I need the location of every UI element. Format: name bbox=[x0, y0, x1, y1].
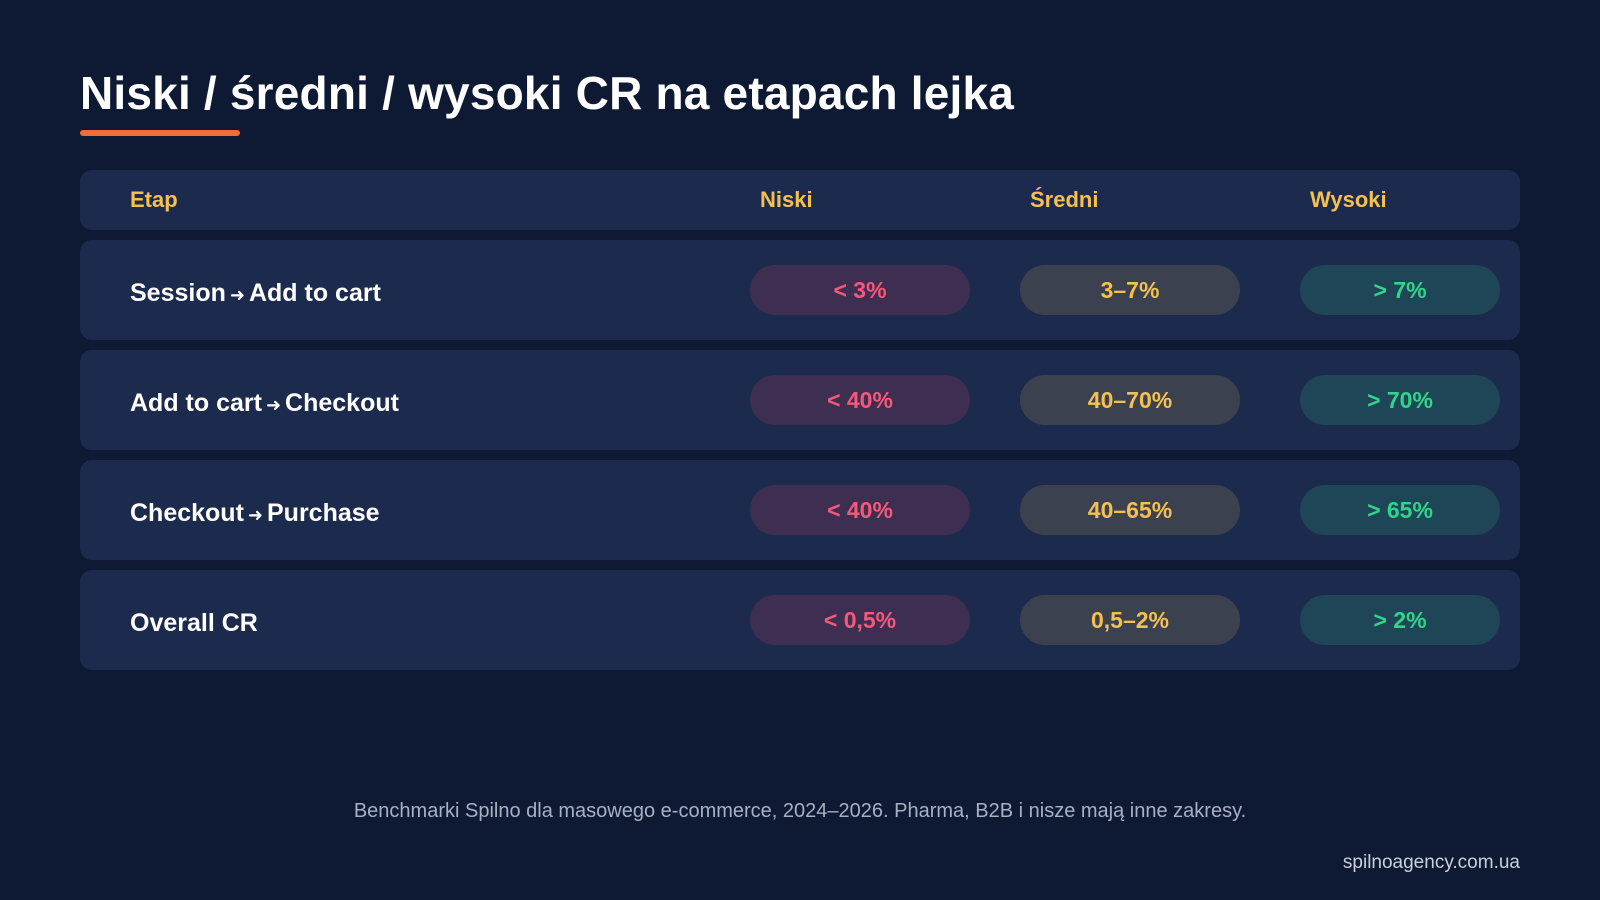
low-range-pill: < 40% bbox=[750, 485, 970, 535]
column-header-low: Niski bbox=[760, 187, 813, 212]
mid-range-pill: 40–65% bbox=[1020, 485, 1240, 535]
table-row: Checkout ➜ Purchase < 40% 40–65% > 65% bbox=[80, 460, 1520, 560]
table-row: Overall CR < 0,5% 0,5–2% > 2% bbox=[80, 570, 1520, 670]
arrow-right-icon: ➜ bbox=[247, 505, 263, 525]
low-range-pill: < 0,5% bbox=[750, 595, 970, 645]
stage-label: Add to cart ➜ Checkout bbox=[130, 350, 399, 450]
stage-to: Purchase bbox=[267, 499, 380, 527]
low-range-pill: < 40% bbox=[750, 375, 970, 425]
page-title: Niski / średni / wysoki CR na etapach le… bbox=[80, 67, 1015, 119]
stage-from: Session bbox=[130, 279, 226, 307]
stage-to: Add to cart bbox=[248, 279, 381, 307]
arrow-right-icon: ➜ bbox=[229, 285, 245, 305]
high-range-pill: > 70% bbox=[1300, 375, 1500, 425]
high-range-pill: > 2% bbox=[1300, 595, 1500, 645]
footnote: Benchmarki Spilno dla masowego e-commerc… bbox=[353, 800, 1247, 822]
stage-label: Session ➜ Add to cart bbox=[130, 240, 381, 340]
stage-from: Overall CR bbox=[130, 609, 258, 637]
arrow-right-icon: ➜ bbox=[265, 395, 282, 415]
column-header-mid: Średni bbox=[1030, 187, 1099, 212]
stage-label: Overall CR bbox=[130, 570, 258, 670]
table-row: Add to cart ➜ Checkout < 40% 40–70% > 70% bbox=[80, 350, 1520, 450]
stage-to: Checkout bbox=[285, 389, 399, 417]
high-range-pill: > 65% bbox=[1300, 485, 1500, 535]
low-range-pill: < 3% bbox=[750, 265, 970, 315]
benchmark-table: Etap Niski Średni Wysoki Session ➜ Add to … bbox=[80, 170, 1520, 670]
high-range-pill: > 7% bbox=[1300, 265, 1500, 315]
table-row: Session ➜ Add to cart < 3% 3–7% > 7% bbox=[80, 240, 1520, 340]
stage-from: Add to cart bbox=[130, 389, 262, 417]
stage-label: Checkout ➜ Purchase bbox=[130, 460, 380, 560]
mid-range-pill: 3–7% bbox=[1020, 265, 1240, 315]
site-url: spilnoagency.com.ua bbox=[1342, 852, 1520, 873]
stage-from: Checkout bbox=[130, 499, 244, 527]
title-underline bbox=[80, 130, 240, 136]
table-header-row: Etap Niski Średni Wysoki bbox=[80, 170, 1520, 230]
column-header-stage: Etap bbox=[130, 187, 178, 212]
mid-range-pill: 0,5–2% bbox=[1020, 595, 1240, 645]
column-header-high: Wysoki bbox=[1310, 187, 1387, 212]
mid-range-pill: 40–70% bbox=[1020, 375, 1240, 425]
